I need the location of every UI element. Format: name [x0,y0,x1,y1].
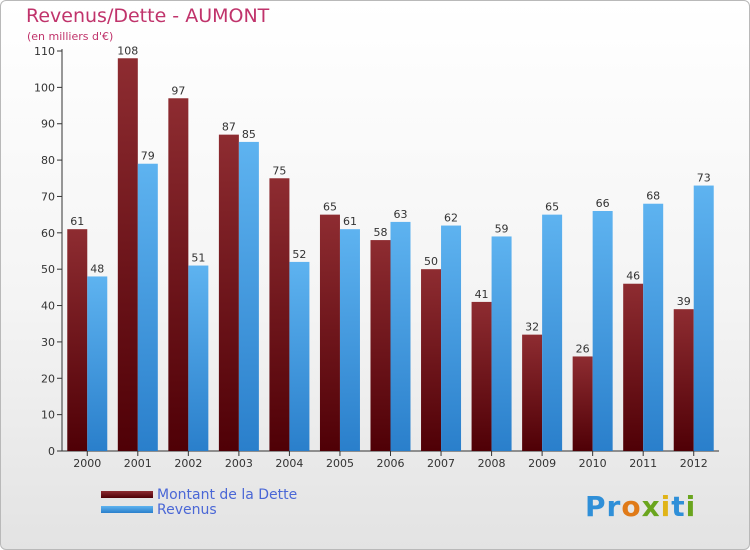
bar-value-label: 108 [117,44,138,57]
bar-revenus [542,214,563,451]
bar-value-label: 79 [141,150,155,163]
bar-value-label: 61 [343,215,357,228]
x-tick-label: 2009 [528,457,556,470]
logo-letter: P [585,490,607,523]
bar-dette [269,178,290,452]
bar-revenus [441,225,462,451]
x-tick-label: 2000 [73,457,101,470]
bar-dette [319,214,340,451]
bar-value-label: 50 [424,255,438,268]
y-tick-label: 110 [34,45,55,58]
x-tick-label: 2006 [377,457,405,470]
x-tick-label: 2007 [427,457,455,470]
bar-value-label: 51 [191,252,205,265]
y-tick-label: 50 [41,263,55,276]
bar-dette [421,269,442,451]
bar-dette [673,309,694,451]
y-tick-label: 40 [41,300,55,313]
bar-value-label: 59 [495,222,509,235]
chart-subtitle: (en milliers d'€) [27,30,114,43]
bar-value-label: 39 [677,295,691,308]
legend-label-revenus: Revenus [157,501,217,518]
chart-title: Revenus/Dette - AUMONT [26,5,270,27]
x-tick-label: 2011 [629,457,657,470]
x-tick-label: 2012 [680,457,708,470]
y-tick-label: 30 [41,336,55,349]
logo-letter: i [685,490,697,523]
y-tick-label: 80 [41,154,55,167]
x-tick-label: 2010 [579,457,607,470]
y-tick-label: 100 [34,81,55,94]
bar-revenus [693,185,714,451]
bar-revenus [592,211,613,451]
legend-label-dette: Montant de la Dette [157,486,298,503]
y-tick-label: 70 [41,190,55,203]
bar-dette [623,283,644,451]
logo-letter: t [671,490,686,523]
x-tick-label: 2003 [225,457,253,470]
logo-letter: x [641,490,661,523]
bar-value-label: 97 [171,84,185,97]
legend-swatch-revenus [101,506,153,513]
y-tick-label: 20 [41,372,55,385]
bar-value-label: 87 [222,121,236,134]
bar-value-label: 68 [646,190,660,203]
bar-revenus [188,265,209,451]
y-tick-label: 10 [41,409,55,422]
bar-value-label: 75 [272,164,286,177]
x-tick-label: 2005 [326,457,354,470]
bar-value-label: 65 [323,201,337,214]
bar-revenus [87,276,108,451]
proxiti-logo: Proxiti [585,490,696,523]
bar-dette [218,134,239,452]
bar-value-label: 46 [626,270,640,283]
bar-dette [117,58,138,451]
bar-value-label: 85 [242,128,256,141]
bar-dette [522,334,543,451]
bar-value-label: 73 [697,172,711,185]
bar-value-label: 32 [525,321,539,334]
bar-value-label: 62 [444,212,458,225]
chart-legend: Montant de la Dette Revenus [101,486,298,518]
bar-value-label: 66 [596,197,610,210]
legend-item-dette: Montant de la Dette [101,486,298,503]
bar-dette [370,240,391,451]
bar-revenus [390,221,411,451]
bar-revenus [238,141,259,451]
bar-value-label: 52 [292,248,306,261]
bar-value-label: 63 [394,208,408,221]
x-tick-label: 2008 [478,457,506,470]
bar-dette [168,98,189,451]
logo-letter: r [606,490,622,523]
x-tick-label: 2004 [275,457,303,470]
bar-value-label: 61 [70,215,84,228]
x-tick-label: 2002 [174,457,202,470]
logo-letter: i [660,490,672,523]
bar-revenus [339,229,360,451]
bar-value-label: 65 [545,201,559,214]
bar-dette [67,229,88,451]
bar-revenus [491,236,512,451]
bar-dette [471,301,492,451]
bar-dette [572,356,593,451]
legend-swatch-dette [101,491,153,498]
bar-revenus [289,261,310,451]
x-tick-label: 2001 [124,457,152,470]
y-tick-label: 60 [41,227,55,240]
bar-value-label: 26 [576,342,590,355]
bar-value-label: 48 [90,262,104,275]
bar-revenus [137,163,158,451]
legend-item-revenus: Revenus [101,501,297,518]
bar-value-label: 58 [374,226,388,239]
bar-value-label: 41 [475,288,489,301]
y-tick-label: 90 [41,118,55,131]
logo-letter: o [621,490,642,523]
y-tick-label: 0 [48,445,55,458]
bar-revenus [643,203,664,451]
